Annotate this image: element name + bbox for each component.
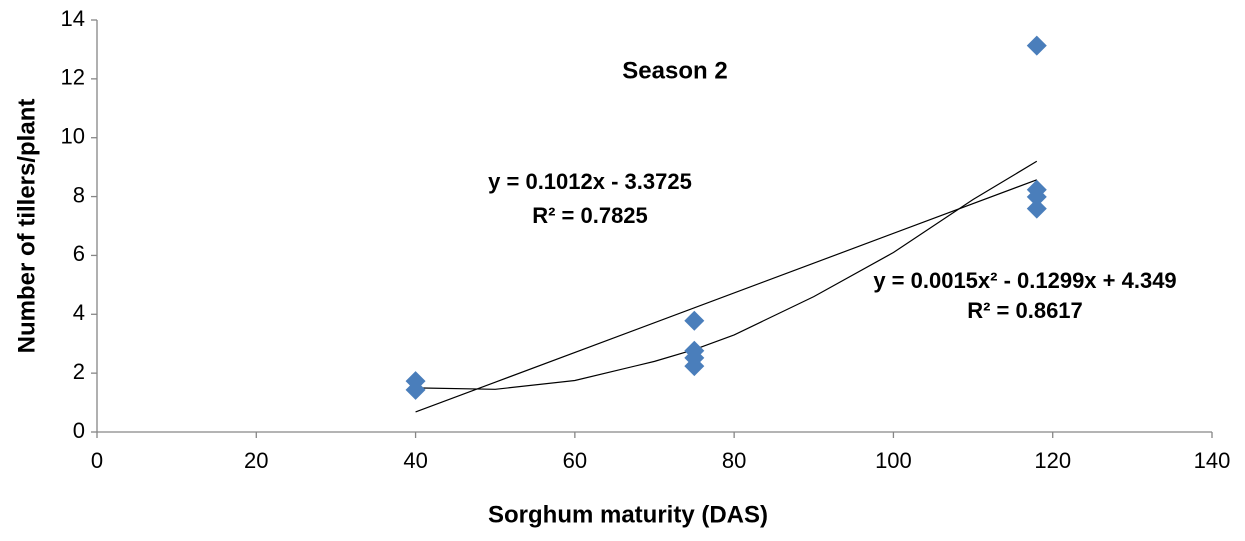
y-tick-label: 6	[73, 241, 85, 266]
annotation: R² = 0.7825	[532, 203, 648, 228]
scatter-point	[405, 379, 426, 400]
x-tick-label: 140	[1194, 448, 1231, 473]
x-tick-label: 60	[563, 448, 587, 473]
y-tick-label: 14	[61, 6, 85, 31]
chart-title: Season 2	[622, 57, 727, 84]
x-tick-label: 20	[244, 448, 268, 473]
scatter-point	[1026, 35, 1047, 56]
x-tick-label: 0	[91, 448, 103, 473]
y-tick-label: 2	[73, 359, 85, 384]
x-tick-label: 120	[1034, 448, 1071, 473]
trendline	[415, 179, 1038, 413]
annotation: R² = 0.8617	[967, 298, 1083, 323]
y-tick-label: 0	[73, 418, 85, 443]
annotation: y = 0.0015x² - 0.1299x + 4.349	[873, 268, 1176, 293]
x-axis-label: Sorghum maturity (DAS)	[488, 501, 768, 528]
y-axis-label: Number of tillers/plant	[13, 99, 40, 354]
annotation: y = 0.1012x - 3.3725	[488, 169, 692, 194]
scatter-point	[684, 356, 705, 377]
x-tick-label: 100	[875, 448, 912, 473]
y-tick-label: 8	[73, 182, 85, 207]
x-tick-label: 80	[722, 448, 746, 473]
trendline	[415, 160, 1038, 390]
y-tick-label: 12	[61, 65, 85, 90]
scatter-point	[1026, 186, 1047, 207]
scatter-point	[1026, 198, 1047, 219]
x-tick-label: 40	[403, 448, 427, 473]
scatter-point	[684, 310, 705, 331]
y-tick-label: 4	[73, 300, 85, 325]
y-tick-label: 10	[61, 124, 85, 149]
